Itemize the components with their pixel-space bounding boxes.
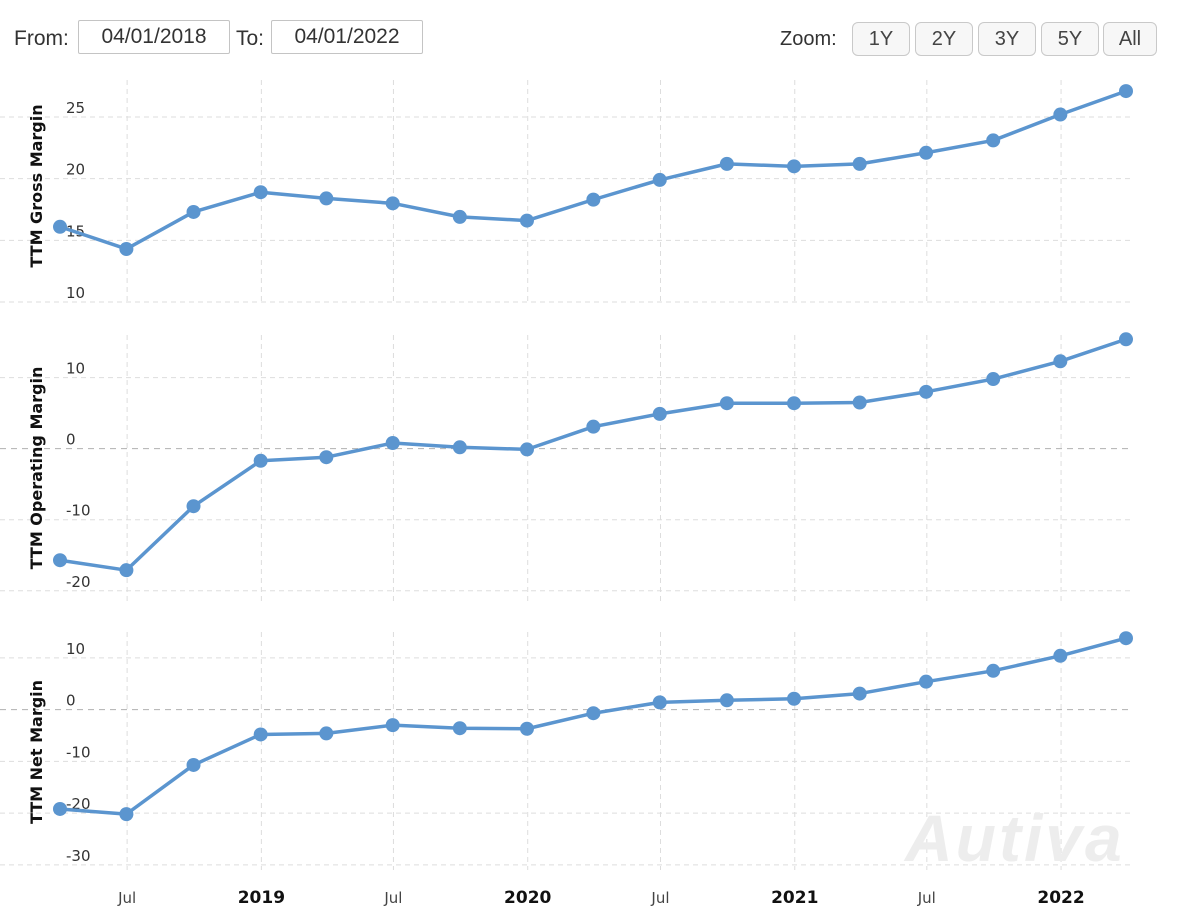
data-point — [253, 727, 268, 742]
y-tick-label: -20 — [66, 573, 91, 591]
data-point — [652, 695, 667, 710]
y-axis-title: TTM Gross Margin — [27, 104, 46, 267]
data-point — [1053, 354, 1068, 369]
zoom-3y-button[interactable]: 3Y — [978, 22, 1036, 56]
series-line — [59, 636, 1127, 816]
from-date-input[interactable]: 04/01/2018 — [78, 20, 230, 54]
data-point — [519, 213, 534, 228]
y-tick-label: 10 — [66, 360, 85, 378]
zoom-1y-button[interactable]: 1Y — [852, 22, 910, 56]
data-point — [719, 693, 734, 708]
zoom-2y-button[interactable]: 2Y — [915, 22, 973, 56]
data-point — [919, 674, 934, 689]
to-date-input[interactable]: 04/01/2022 — [271, 20, 423, 54]
data-point — [586, 192, 601, 207]
data-point — [787, 691, 802, 706]
data-point — [787, 396, 802, 411]
data-point — [586, 706, 601, 721]
x-tick-label: Jul — [650, 889, 669, 907]
data-point — [53, 801, 67, 816]
zoom-5y-button[interactable]: 5Y — [1041, 22, 1099, 56]
data-point — [1053, 107, 1068, 122]
x-tick-label: 2021 — [771, 888, 818, 908]
data-point — [986, 133, 1001, 148]
series-line — [59, 337, 1127, 572]
y-tick-label: -30 — [66, 847, 91, 865]
data-point — [253, 185, 268, 200]
data-point — [1119, 631, 1133, 646]
data-point — [53, 553, 67, 568]
x-tick-label: Jul — [117, 889, 136, 907]
data-point — [719, 156, 734, 171]
x-axis: Jul 2019 Jul 2020 Jul 2021 Jul 2022 — [117, 888, 1085, 908]
x-tick-label: Jul — [917, 889, 936, 907]
data-point — [652, 406, 667, 421]
data-point — [852, 395, 867, 410]
data-point — [652, 172, 667, 187]
data-point — [319, 191, 334, 206]
x-tick-label: 2020 — [504, 888, 551, 908]
data-point — [452, 440, 467, 455]
from-label: From: — [14, 27, 69, 50]
data-point — [452, 209, 467, 224]
data-point — [385, 436, 400, 450]
data-point — [519, 721, 534, 736]
data-point — [186, 757, 201, 772]
data-point — [186, 204, 201, 219]
data-point — [986, 372, 1001, 387]
data-point — [586, 419, 601, 434]
x-tick-label: Jul — [383, 889, 402, 907]
y-tick-label: -10 — [66, 502, 91, 520]
zoom-all-button[interactable]: All — [1103, 22, 1157, 56]
data-point — [852, 686, 867, 701]
data-point — [385, 718, 400, 733]
x-tick-label: 2022 — [1037, 888, 1084, 908]
y-tick-label: 0 — [66, 692, 76, 710]
to-label: To: — [236, 27, 265, 50]
y-tick-label: 10 — [66, 284, 85, 302]
data-point — [852, 156, 867, 171]
y-tick-label: 10 — [66, 640, 85, 658]
y-tick-label: 20 — [66, 161, 85, 179]
data-point — [186, 499, 201, 514]
y-tick-label: -10 — [66, 743, 91, 761]
data-point — [719, 396, 734, 411]
data-point — [253, 453, 268, 468]
y-axis-title: TTM Operating Margin — [27, 367, 46, 570]
series-line — [59, 89, 1127, 251]
chart-panel-1: -20 -10 0 10 TTM Operating Margin — [0, 332, 1133, 605]
range-toolbar: From: 04/01/2018 To: 04/01/2022 Zoom: 1Y… — [0, 0, 1200, 76]
data-point — [319, 450, 334, 465]
data-point — [119, 563, 134, 578]
data-point — [319, 726, 334, 741]
data-point — [1119, 84, 1133, 99]
data-point — [119, 241, 134, 256]
data-point — [986, 663, 1001, 678]
y-axis-title: TTM Net Margin — [27, 680, 46, 824]
data-point — [919, 145, 934, 160]
data-point — [452, 721, 467, 736]
x-tick-label: 2019 — [238, 888, 285, 908]
y-tick-label: 0 — [66, 431, 76, 449]
data-point — [119, 807, 134, 822]
data-point — [1119, 332, 1133, 347]
data-point — [919, 384, 934, 399]
data-point — [1053, 648, 1068, 663]
data-point — [53, 219, 67, 234]
y-tick-label: 25 — [66, 99, 85, 117]
data-point — [519, 442, 534, 457]
data-point — [787, 159, 802, 174]
data-point — [385, 196, 400, 211]
zoom-label: Zoom: — [780, 28, 837, 50]
watermark: Autiva — [905, 801, 1125, 875]
